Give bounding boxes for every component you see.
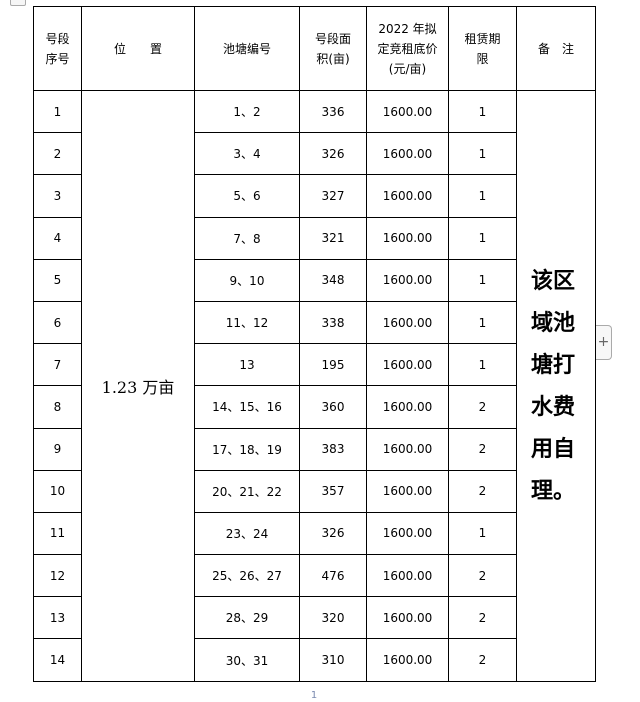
table-row: 6 11、12 338 1600.00 1 <box>33 300 596 345</box>
cell-area: 320 <box>299 596 367 640</box>
cell-term: 2 <box>448 596 517 640</box>
cell-area: 338 <box>299 300 367 345</box>
cell-seq: 13 <box>33 596 82 640</box>
cell-term: 1 <box>448 511 517 556</box>
header-seq: 号段 序号 <box>33 6 82 91</box>
cell-price: 1600.00 <box>366 132 449 176</box>
cell-term: 1 <box>448 132 517 176</box>
cell-price: 1600.00 <box>366 469 449 513</box>
header-area: 号段面 积(亩) <box>299 6 367 91</box>
cell-seq: 4 <box>33 216 82 260</box>
cell-pond-number: 20、21、22 <box>194 469 300 513</box>
cell-pond-number: 3、4 <box>194 132 300 176</box>
header-term: 租赁期 限 <box>448 6 517 91</box>
cell-area: 357 <box>299 469 367 513</box>
cell-seq: 1 <box>33 89 82 134</box>
header-note: 备 注 <box>516 6 596 91</box>
header-price: 2022 年拟 定竞租底价 (元/亩) <box>366 6 449 91</box>
cell-seq: 3 <box>33 174 82 218</box>
cell-seq: 8 <box>33 385 82 429</box>
cell-area: 326 <box>299 132 367 176</box>
cell-term: 1 <box>448 174 517 218</box>
cell-price: 1600.00 <box>366 174 449 218</box>
cell-price: 1600.00 <box>366 216 449 260</box>
table-row: 14 30、31 310 1600.00 2 <box>33 638 596 682</box>
cell-price: 1600.00 <box>366 638 449 682</box>
cell-pond-number: 5、6 <box>194 174 300 218</box>
cell-term: 1 <box>448 300 517 345</box>
cell-price: 1600.00 <box>366 89 449 134</box>
table-row: 11 23、24 326 1600.00 1 <box>33 511 596 556</box>
cell-seq: 5 <box>33 258 82 302</box>
table-row: 12 25、26、27 476 1600.00 2 <box>33 554 596 598</box>
cell-term: 1 <box>448 343 517 387</box>
cell-price: 1600.00 <box>366 258 449 302</box>
cell-term: 2 <box>448 638 517 682</box>
cell-seq: 10 <box>33 469 82 513</box>
cell-price: 1600.00 <box>366 385 449 429</box>
cell-area: 336 <box>299 89 367 134</box>
cell-price: 1600.00 <box>366 343 449 387</box>
cell-seq: 12 <box>33 554 82 598</box>
cell-seq: 11 <box>33 511 82 556</box>
table-header-row: 号段 序号位 置池塘编号 号段面 积(亩) 2022 年拟 定竞租底价 (元/亩) 租… <box>33 6 596 91</box>
cell-area: 195 <box>299 343 367 387</box>
cell-pond-number: 25、26、27 <box>194 554 300 598</box>
cell-seq: 6 <box>33 300 82 345</box>
cell-pond-number: 17、18、19 <box>194 427 300 471</box>
cell-term: 2 <box>448 385 517 429</box>
header-pond-number: 池塘编号 <box>194 6 300 91</box>
cell-term: 2 <box>448 427 517 471</box>
cell-area: 360 <box>299 385 367 429</box>
table-row: 8 14、15、16 360 1600.00 2 <box>33 385 596 429</box>
header-location: 位 置 <box>81 6 195 91</box>
cell-pond-number: 30、31 <box>194 638 300 682</box>
table-move-handle[interactable] <box>10 0 26 6</box>
cell-price: 1600.00 <box>366 596 449 640</box>
cell-area: 310 <box>299 638 367 682</box>
cell-pond-number: 9、10 <box>194 258 300 302</box>
cell-term: 1 <box>448 89 517 134</box>
table-row: 13 28、29 320 1600.00 2 <box>33 596 596 640</box>
cell-term: 1 <box>448 216 517 260</box>
page-number: 1 <box>310 690 318 701</box>
cell-seq: 9 <box>33 427 82 471</box>
cell-pond-number: 13 <box>194 343 300 387</box>
cell-note: 该区域池塘打水费用自理。 <box>516 90 596 682</box>
cell-pond-number: 14、15、16 <box>194 385 300 429</box>
cell-term: 2 <box>448 469 517 513</box>
cell-area: 383 <box>299 427 367 471</box>
add-column-button[interactable]: + <box>596 325 612 360</box>
cell-area: 476 <box>299 554 367 598</box>
cell-price: 1600.00 <box>366 511 449 556</box>
cell-term: 2 <box>448 554 517 598</box>
pond-rental-table: 号段 序号位 置池塘编号 号段面 积(亩) 2022 年拟 定竞租底价 (元/亩) 租… <box>33 6 596 682</box>
cell-pond-number: 1、2 <box>194 89 300 134</box>
cell-area: 348 <box>299 258 367 302</box>
cell-price: 1600.00 <box>366 427 449 471</box>
cell-seq: 14 <box>33 638 82 682</box>
cell-price: 1600.00 <box>366 300 449 345</box>
cell-location: 1.23 万亩 <box>81 90 195 682</box>
cell-pond-number: 28、29 <box>194 596 300 640</box>
cell-pond-number: 23、24 <box>194 511 300 556</box>
table-row: 1 1.23 万亩 1、2 336 1600.00 1 该区域池塘打水费用自理。 <box>33 89 596 682</box>
cell-seq: 2 <box>33 132 82 176</box>
cell-pond-number: 7、8 <box>194 216 300 260</box>
cell-area: 326 <box>299 511 367 556</box>
cell-price: 1600.00 <box>366 554 449 598</box>
cell-area: 321 <box>299 216 367 260</box>
cell-pond-number: 11、12 <box>194 300 300 345</box>
cell-term: 1 <box>448 258 517 302</box>
table-row: 10 20、21、22 357 1600.00 2 <box>33 469 596 513</box>
cell-seq: 7 <box>33 343 82 387</box>
cell-area: 327 <box>299 174 367 218</box>
table-row: 2 3、4 326 1600.00 1 <box>33 132 596 176</box>
